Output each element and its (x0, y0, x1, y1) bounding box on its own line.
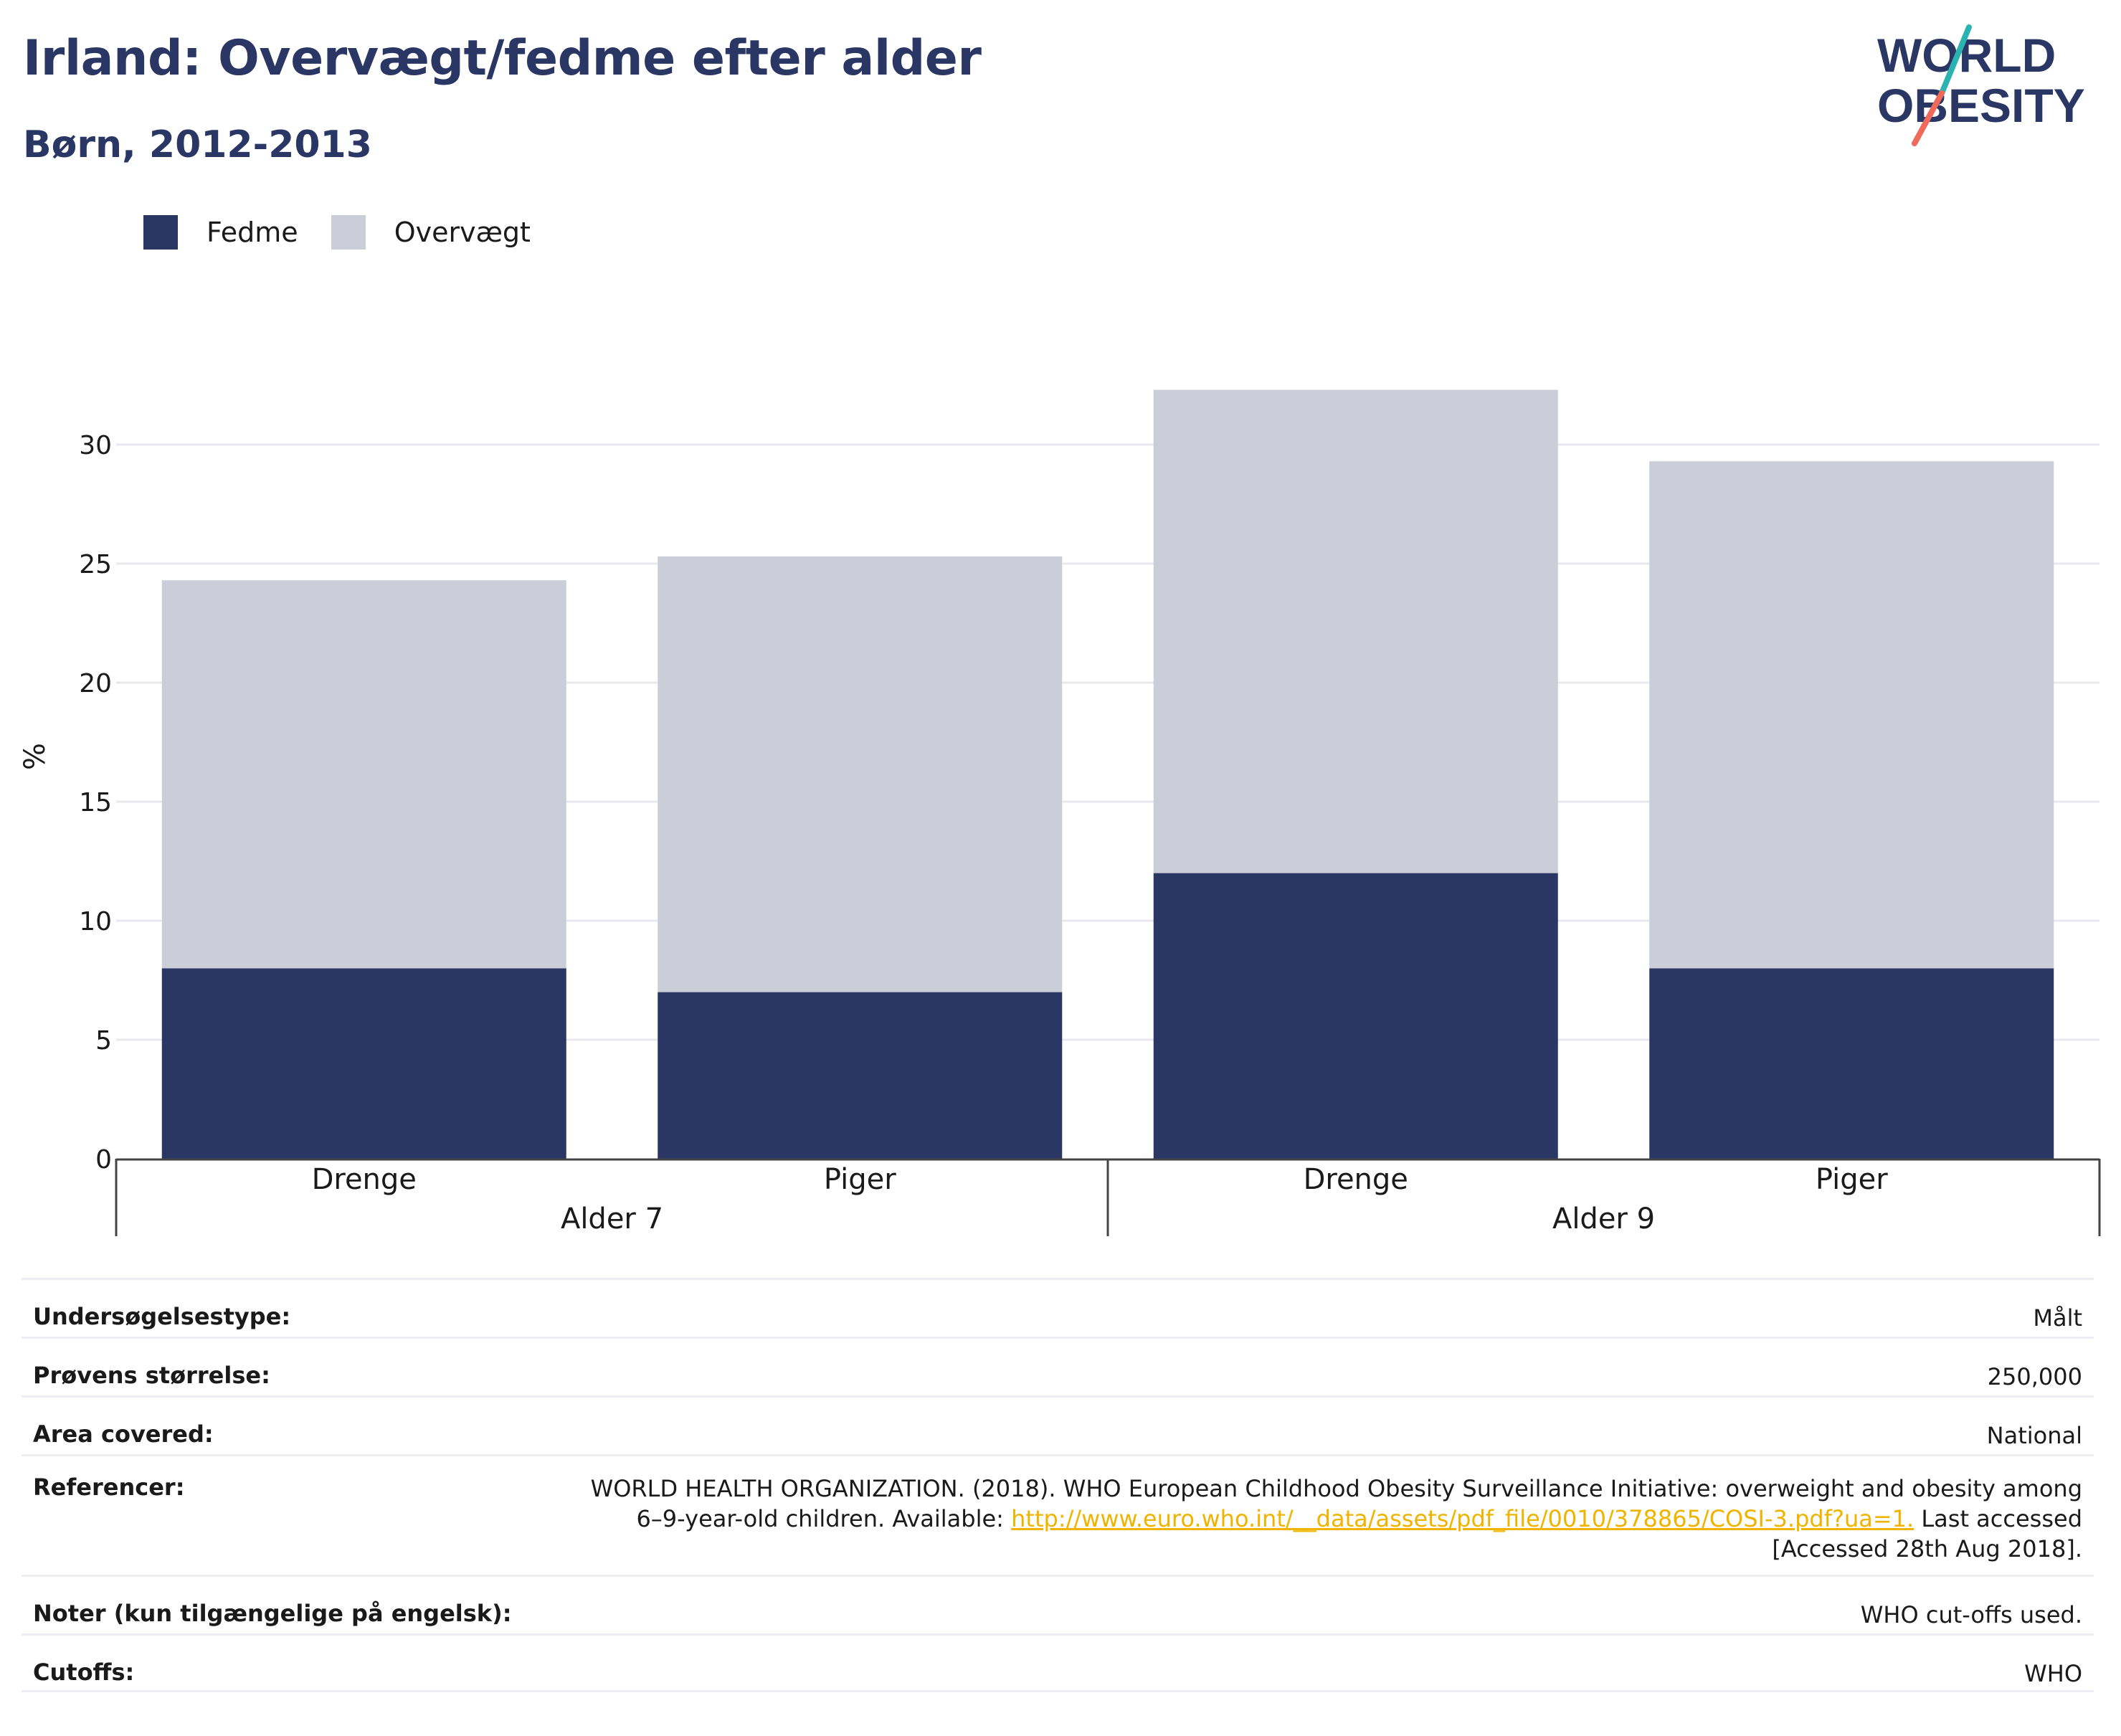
x-tick-label: Piger (1816, 1163, 1888, 1196)
bar-overvgt (1649, 461, 2054, 969)
stacked-bar-chart: 0 5 10 15 20 25 30% Drenge Piger Drenge Piger Alder… (19, 389, 2101, 1236)
x-group-label: Alder 9 (1552, 1203, 1655, 1235)
info-table: Undersøgelsestype: Målt Prøvens størrels… (22, 1278, 2094, 1692)
info-value: National (1986, 1422, 2082, 1449)
info-key: Undersøgelsestype: (33, 1303, 291, 1330)
x-tick-label: Piger (824, 1163, 896, 1196)
y-axis-label: % (19, 743, 52, 770)
bar-overvgt (658, 556, 1063, 992)
page-title: Irland: Overvægt/fedme efter alder (23, 30, 982, 87)
info-row-survey-type: Undersøgelsestype: Målt (22, 1278, 2094, 1337)
info-key: Cutoffs: (33, 1659, 135, 1686)
y-tick-label: 10 (79, 907, 112, 936)
bar-overvgt (1153, 389, 1558, 873)
reference-link[interactable]: http://www.euro.who.int/__data/assets/pd… (1011, 1505, 1914, 1532)
chart-legend: Fedme Overvægt (143, 212, 564, 252)
y-tick-label: 25 (79, 550, 112, 579)
info-value: 250,000 (1987, 1363, 2082, 1390)
info-key: Referencer: (33, 1474, 185, 1501)
logo-line-2: OBESITY (1877, 79, 2085, 132)
legend-label-overvaegt: Overvægt (394, 217, 531, 248)
y-tick-label: 15 (79, 788, 112, 817)
info-row-sample-size: Prøvens størrelse: 250,000 (22, 1337, 2094, 1395)
bar-fedme (658, 992, 1063, 1159)
info-key: Prøvens størrelse: (33, 1362, 270, 1389)
legend-swatch-overvaegt (331, 215, 366, 250)
info-row-area: Area covered: National (22, 1395, 2094, 1454)
y-tick-label: 20 (79, 669, 112, 698)
info-value: WHO (2024, 1660, 2082, 1687)
legend-label-fedme: Fedme (207, 217, 298, 248)
x-tick-label: Drenge (1304, 1163, 1408, 1196)
bar-fedme (1153, 873, 1558, 1159)
info-key: Area covered: (33, 1420, 214, 1448)
info-value: Målt (2033, 1304, 2082, 1332)
reference-accessed: Last accessed [Accessed 28th Aug 2018]. (1772, 1505, 2082, 1562)
y-tick-label: 5 (95, 1026, 112, 1056)
legend-item-fedme[interactable]: Fedme (143, 215, 298, 250)
info-row-cutoffs: Cutoffs: WHO (22, 1633, 2094, 1692)
x-group-label: Alder 7 (561, 1203, 663, 1235)
bar-fedme (161, 968, 566, 1159)
info-value: WORLD HEALTH ORGANIZATION. (2018). WHO E… (576, 1474, 2082, 1564)
legend-swatch-fedme (143, 215, 178, 250)
y-tick-label: 30 (79, 431, 112, 460)
info-row-references: Referencer: WORLD HEALTH ORGANIZATION. (… (22, 1454, 2094, 1575)
page-subtitle: Børn, 2012-2013 (23, 123, 372, 166)
reference-text: WORLD HEALTH ORGANIZATION. (2018). WHO E… (590, 1475, 2082, 1532)
info-value: WHO cut-offs used. (1860, 1601, 2082, 1628)
logo-slash-bottom (1912, 90, 1945, 146)
legend-item-overvaegt[interactable]: Overvægt (331, 215, 531, 250)
y-tick-label: 0 (95, 1145, 112, 1175)
bar-fedme (1649, 968, 2054, 1159)
info-row-notes: Noter (kun tilgængelige på engelsk): WHO… (22, 1575, 2094, 1633)
bar-overvgt (161, 580, 566, 969)
world-obesity-logo: WORLD OBESITY (1877, 24, 2085, 146)
x-tick-label: Drenge (312, 1163, 417, 1196)
info-key: Noter (kun tilgængelige på engelsk): (33, 1600, 512, 1627)
logo-slash-top (1939, 24, 1972, 96)
